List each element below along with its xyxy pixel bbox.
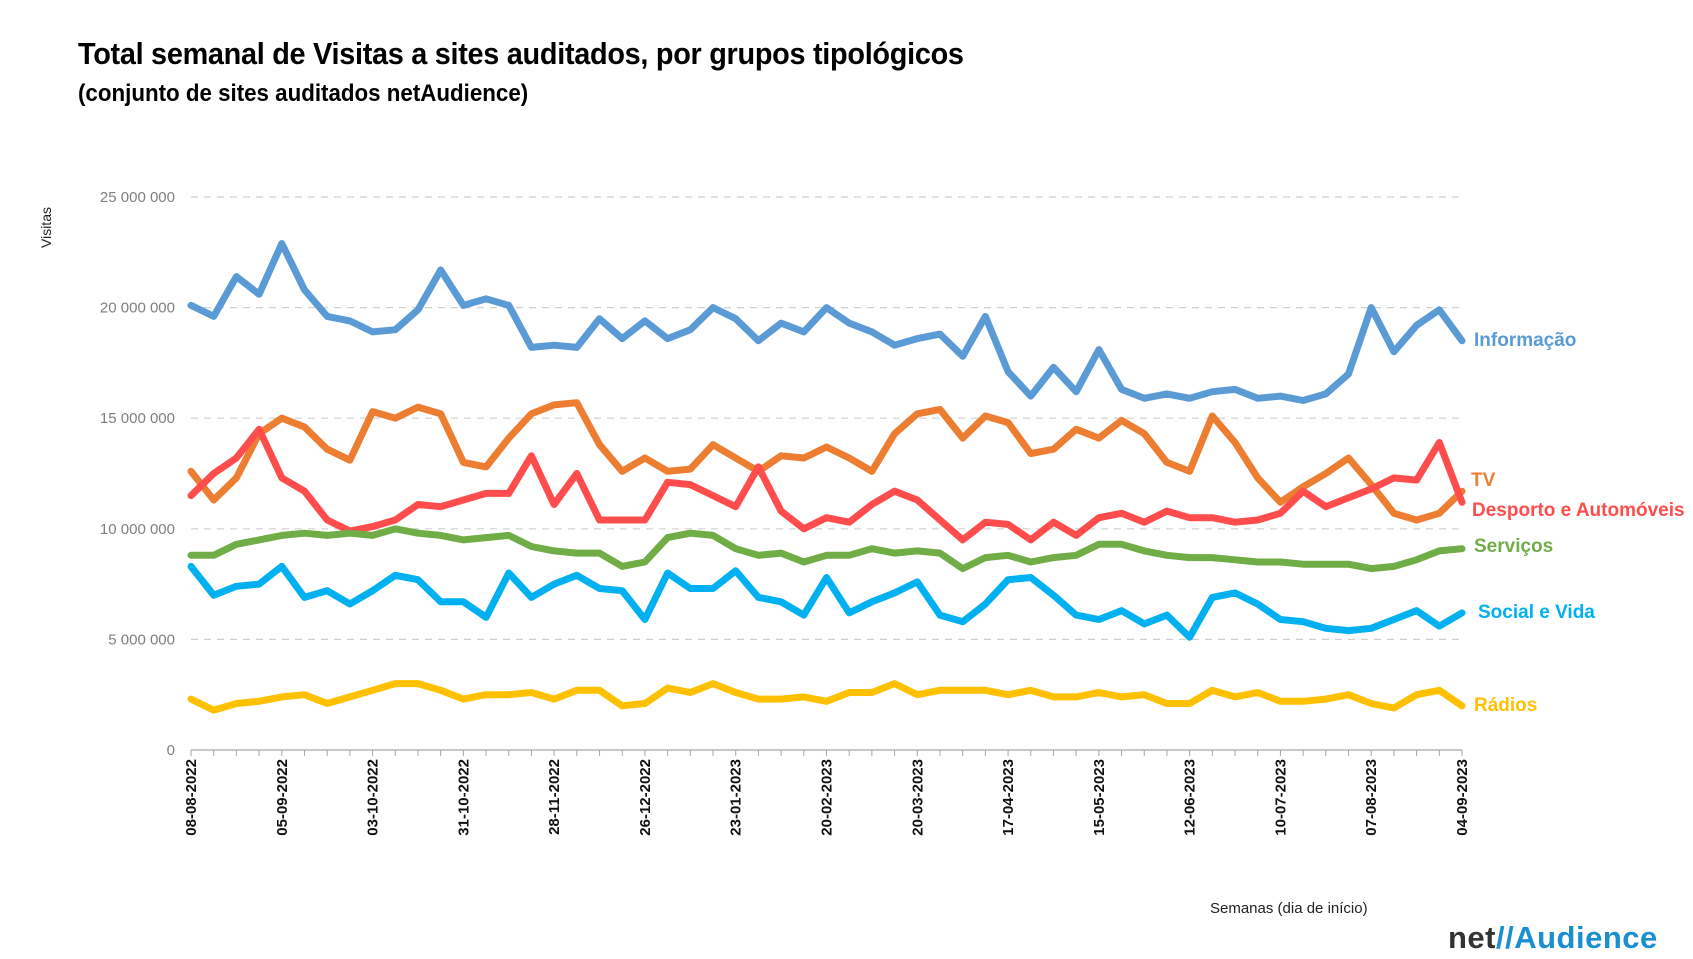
y-tick-labels: 0 5 000 000 10 000 000 15 000 000 20 000 000… [100,189,175,759]
series-label-desporto-e-automoveis: Desporto e Automóveis [1472,500,1685,521]
x-tick-label: 15-05-2023 [1091,759,1108,836]
x-tick-label: 12-06-2023 [1182,759,1199,836]
x-tick-label: 23-01-2023 [728,759,745,836]
x-tick-label: 10-07-2023 [1272,759,1289,836]
logo-slash: // [1496,920,1515,955]
series-labels: Informação TV Desporto e Automóveis Serviço… [1471,330,1685,716]
logo-net: net [1448,920,1496,955]
series-label-informacao: Informação [1474,330,1576,351]
x-axis-label: Semanas (dia de início) [1210,900,1368,917]
x-tick-label: 31-10-2022 [455,759,472,836]
series-label-radios: Rádios [1474,695,1537,716]
x-tick-labels: 08-08-2022 05-09-2022 03-10-2022 31-10-2022… [183,750,1471,836]
series-lines [187,240,1466,714]
y-tick-label: 5 000 000 [108,631,175,648]
series-line-informacao [187,240,1466,404]
series-label-tv: TV [1471,470,1496,491]
logo-audience: Audience [1514,920,1658,955]
y-tick-label: 0 [167,742,175,759]
x-tick-label: 28-11-2022 [546,759,563,835]
grid-lines [191,196,1462,751]
chart-subtitle: (conjunto de sites auditados netAudience… [78,80,529,107]
netaudience-logo: net//Audience [1448,920,1658,956]
series-label-servicos: Serviços [1474,536,1553,557]
x-tick-label: 17-04-2023 [1000,759,1017,836]
y-tick-label: 15 000 000 [100,410,175,427]
x-tick-label: 08-08-2022 [183,759,200,836]
series-line-social-e-vida [187,562,1466,641]
y-tick-label: 25 000 000 [100,189,175,206]
x-tick-label: 05-09-2022 [274,759,291,836]
series-line-desporto-e-automoveis [187,425,1466,544]
series-line-servicos [187,525,1466,573]
x-tick-label: 07-08-2023 [1363,759,1380,836]
x-tick-label: 26-12-2022 [637,759,654,836]
x-tick-label: 20-02-2023 [819,759,836,836]
series-line-radios [187,680,1466,714]
series-line-tv [187,399,1466,524]
y-tick-label: 10 000 000 [100,521,175,538]
x-tick-label: 03-10-2022 [365,759,382,836]
series-label-social-e-vida: Social e Vida [1478,602,1595,623]
x-tick-label: 04-09-2023 [1454,759,1471,836]
y-tick-label: 20 000 000 [100,300,175,317]
chart-title: Total semanal de Visitas a sites auditad… [78,36,964,71]
x-tick-label: 20-03-2023 [909,759,926,836]
